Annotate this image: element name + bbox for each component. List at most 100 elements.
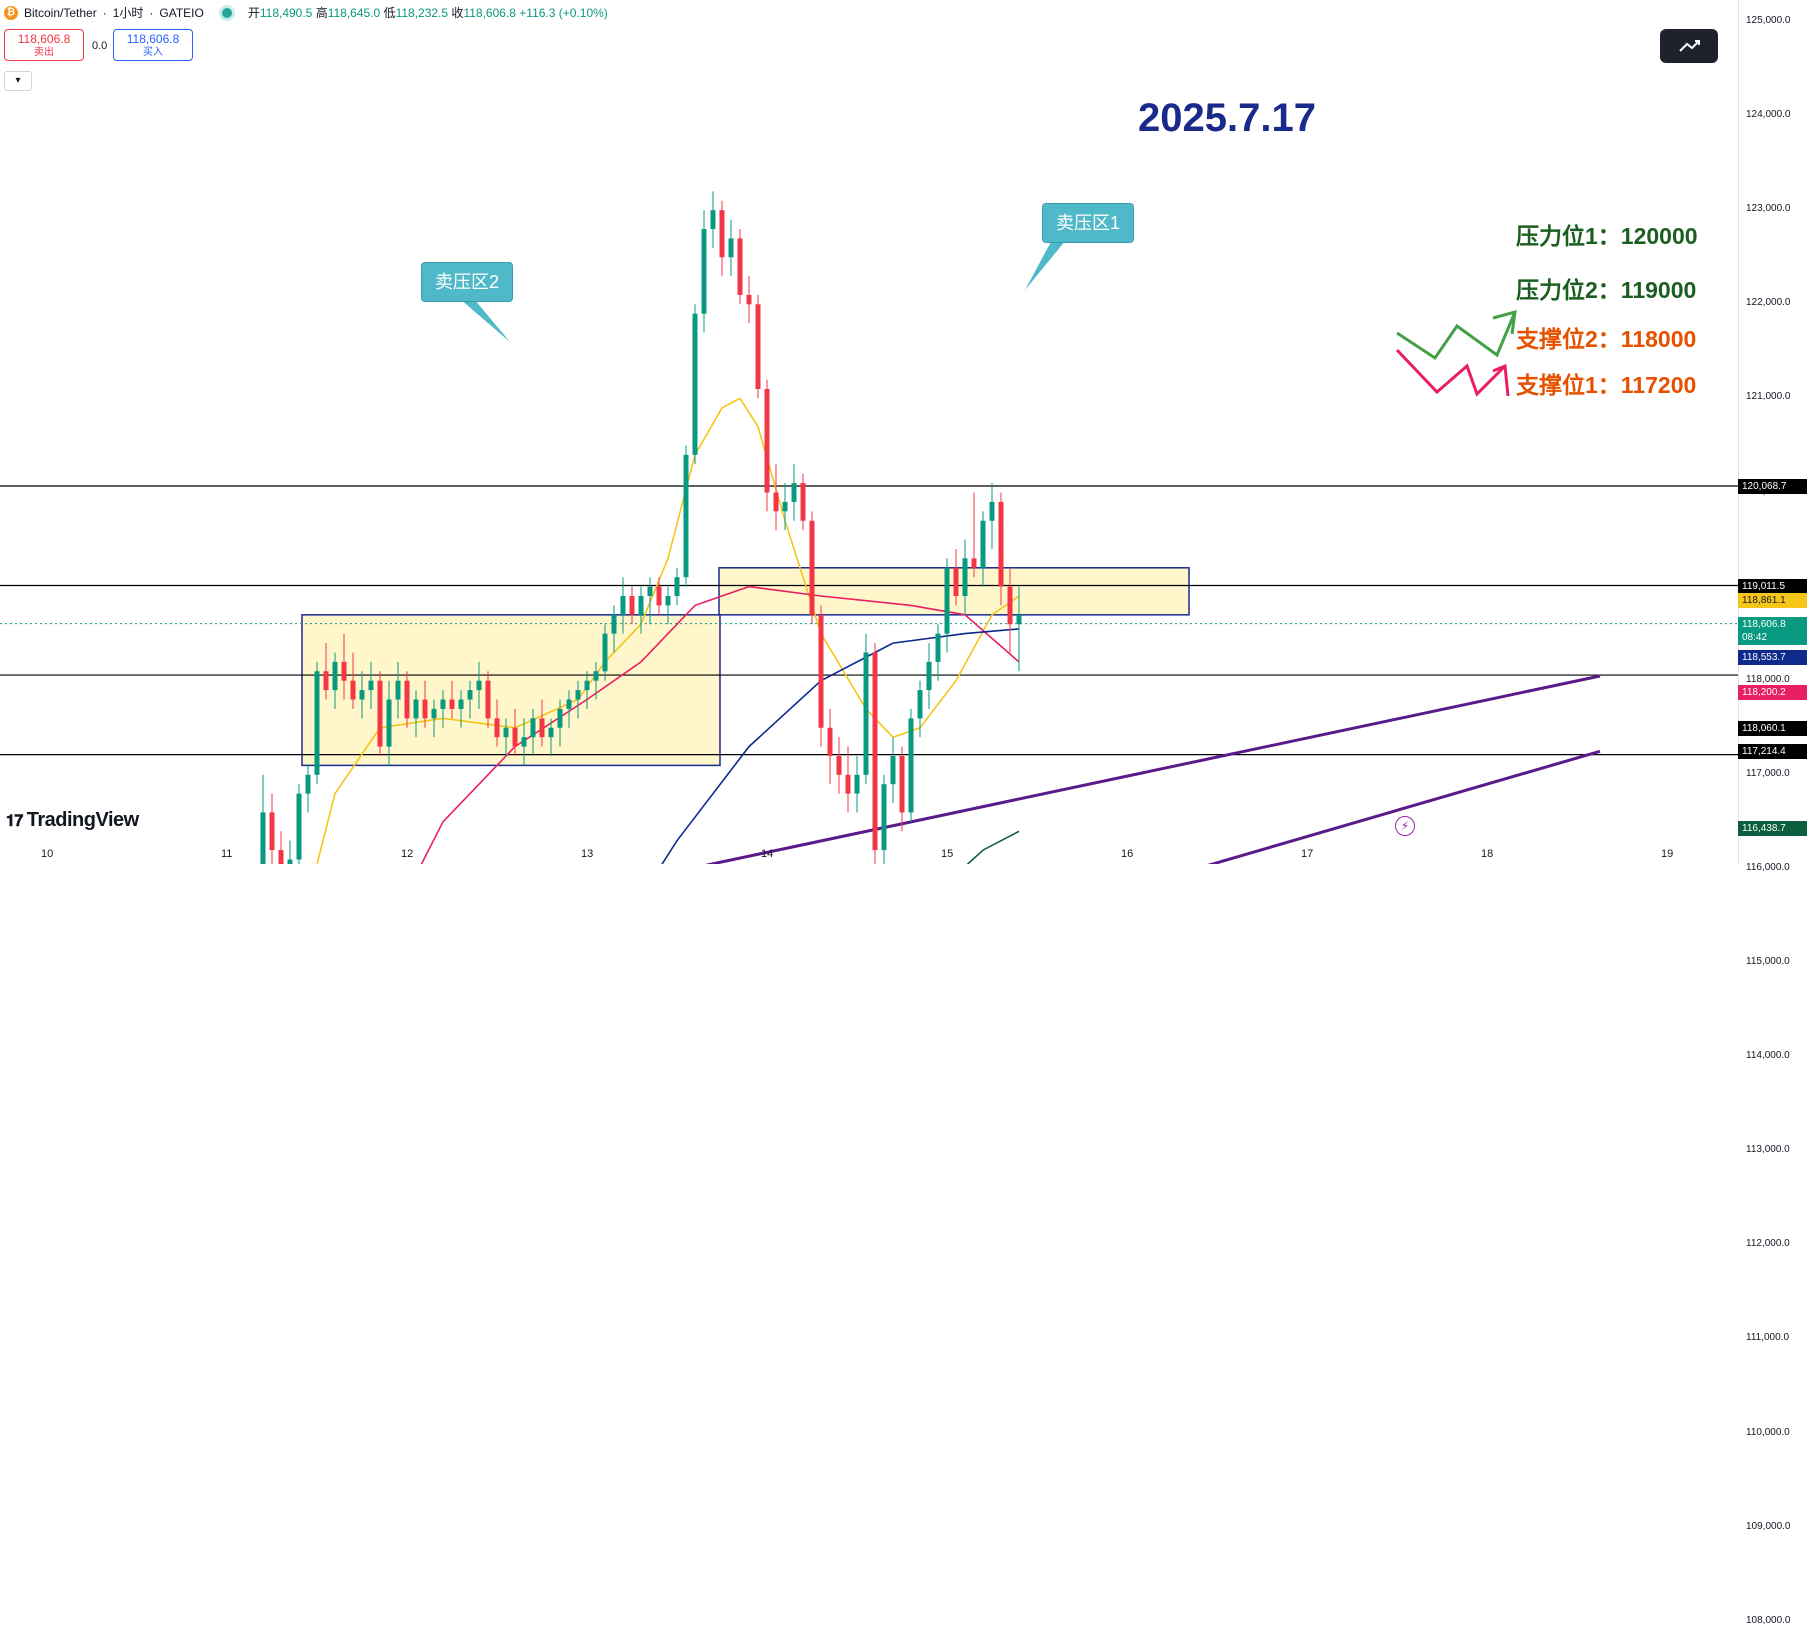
candle-body (872, 652, 878, 851)
spread-value: 0.0 (92, 40, 108, 52)
candle-body (449, 699, 455, 709)
moving-average-ma_fast (316, 397, 1020, 864)
candle-body (359, 690, 365, 700)
price-tag: 116,438.7 (1738, 820, 1807, 836)
candle-body (530, 718, 536, 738)
candle-body (548, 727, 554, 738)
candle-body (440, 699, 446, 709)
price-tick-label: 125,000.0 (1746, 15, 1791, 26)
candle-body (287, 859, 293, 864)
sell-zone-2-box (301, 614, 721, 767)
price-tag: 118,200.2 (1738, 684, 1807, 700)
candle-body (638, 596, 644, 615)
candle-body (827, 727, 833, 756)
candle-body (935, 633, 941, 662)
candle-body (386, 699, 392, 747)
interval-label[interactable]: 1小时 (112, 6, 144, 20)
candle-body (818, 614, 824, 728)
candle-body (863, 652, 869, 775)
buy-button[interactable]: 118,606.8 买入 (113, 29, 193, 61)
time-tick-label: 17 (1301, 848, 1314, 860)
candle-body (683, 454, 689, 578)
candle-body (566, 699, 572, 709)
bitcoin-logo-icon: ₿ (4, 5, 18, 20)
candle-body (620, 596, 626, 615)
resistance-1-label: 压力位1：120000 (1516, 223, 1698, 249)
candle-body (305, 774, 311, 794)
candle-body (377, 680, 383, 747)
price-tag: 118,060.1 (1738, 720, 1807, 736)
candle-body (953, 567, 959, 597)
time-tick-label: 15 (941, 848, 954, 860)
candle-body (1016, 614, 1022, 625)
candle-body (710, 210, 716, 230)
support-1-label: 支撑位1：117200 (1516, 372, 1697, 398)
time-tick-label: 13 (581, 848, 594, 860)
time-tick-label: 12 (401, 848, 414, 860)
trend-chart-button[interactable] (1660, 29, 1718, 63)
resistance-2-label: 压力位2：119000 (1516, 277, 1697, 303)
price-tag: 08:42 (1738, 629, 1807, 645)
upper-trend-line (704, 674, 1601, 864)
candle-body (404, 680, 410, 719)
price-tag: 119,011.5 (1738, 578, 1807, 594)
candle-body (368, 680, 374, 691)
time-tick-label: 11 (221, 848, 233, 860)
price-tick-label: 108,000.0 (1746, 1614, 1791, 1626)
candle-body (845, 774, 851, 794)
candle-body (791, 483, 797, 502)
candle-body (692, 313, 698, 455)
candle-body (737, 238, 743, 295)
candle-body (656, 586, 662, 606)
date-annotation: 2025.7.17 (1138, 96, 1316, 140)
candle-body (503, 727, 509, 738)
candle-body (908, 718, 914, 813)
candle-body (773, 492, 779, 512)
lightning-icon[interactable]: ⚡ (1395, 816, 1415, 836)
price-tick-label: 123,000.0 (1746, 203, 1791, 215)
candle-body (260, 812, 266, 864)
candle-body (962, 558, 968, 597)
price-tag: 118,861.1 (1738, 592, 1807, 608)
candle-body (521, 737, 527, 747)
candle-body (881, 784, 887, 851)
candle-body (836, 755, 842, 775)
candle-body (926, 661, 932, 691)
candle-body (413, 699, 419, 719)
candle-body (1007, 586, 1013, 625)
tradingview-logo[interactable]: 𝟏𝟕 TradingView (6, 809, 139, 831)
trend-line-icon (1679, 40, 1700, 52)
candle-body (854, 774, 860, 794)
price-axis[interactable] (1738, 0, 1807, 864)
candle-body (539, 718, 545, 738)
candle-body (467, 690, 473, 700)
price-tick-label: 111,000.0 (1746, 1332, 1790, 1344)
symbol-name[interactable]: Bitcoin/Tether (24, 5, 97, 20)
candle-body (602, 633, 608, 672)
bullish-projection-path (1396, 311, 1517, 361)
candle-body (890, 755, 896, 785)
candle-body (494, 718, 500, 738)
price-tick-label: 117,000.0 (1746, 767, 1790, 779)
candle-body (998, 501, 1004, 587)
candle-body (584, 680, 590, 691)
candle-body (611, 614, 617, 634)
support-2-label: 支撑位2：118000 (1516, 326, 1697, 352)
price-tag: 118,606.8 (1738, 616, 1807, 632)
symbol-header: ₿ Bitcoin/Tether · 1小时 · GATEIO 开118,490… (4, 4, 608, 21)
candle-body (476, 680, 482, 691)
chart-canvas[interactable] (0, 0, 1807, 864)
time-tick-label: 14 (761, 848, 774, 860)
candle-body (944, 567, 950, 634)
sell-button[interactable]: 118,606.8 卖出 (4, 29, 84, 61)
candle-body (809, 520, 815, 615)
candle-body (422, 699, 428, 719)
candle-body (629, 596, 635, 615)
candle-body (314, 671, 320, 775)
candle-body (989, 501, 995, 521)
candle-body (728, 238, 734, 258)
candle-body (278, 850, 284, 864)
candle-body (764, 388, 770, 493)
candle-body (701, 229, 707, 314)
collapse-chevron-icon[interactable]: ▾ (4, 71, 32, 91)
